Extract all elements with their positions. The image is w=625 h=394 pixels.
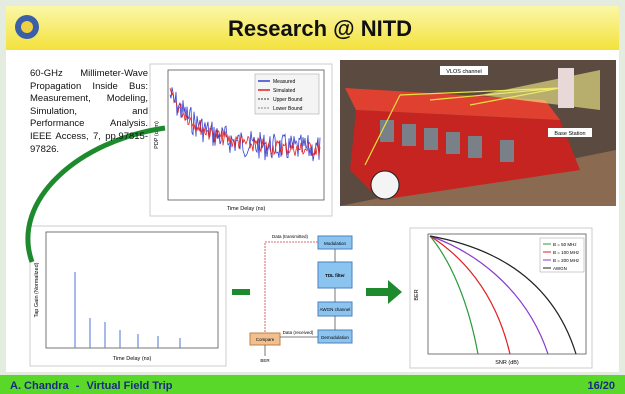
block-label: Demodulation (321, 335, 349, 340)
reference-text: 60-GHz Millimeter-Wave Propagation Insid… (30, 68, 148, 155)
base-station (558, 68, 574, 108)
y-axis-label: Tap Gain (Normalized) (34, 262, 40, 317)
block-label: Modulation (324, 241, 347, 246)
link-arrow (25, 125, 166, 263)
impulse-taps (74, 272, 181, 348)
y-axis-label: PDP (dBm) (154, 121, 160, 149)
legend-label: Upper Bound (273, 97, 303, 103)
slide-title: Research @ NITD (228, 16, 412, 41)
legend-label: B = 100 MHz (553, 250, 580, 255)
legend-label: B = 50 MHz (553, 242, 577, 247)
block-label: TDL filter (325, 273, 345, 278)
legend-label: Lower Bound (273, 106, 303, 112)
bus-roof (345, 88, 560, 120)
callout (548, 128, 592, 137)
pdp-curve (169, 87, 321, 162)
logo-center (21, 21, 33, 33)
footer-left: A. Chandra - Virtual Field Trip (10, 380, 173, 392)
block (317, 261, 353, 289)
legend-label: Simulated (273, 88, 295, 94)
impulse-axes (45, 231, 219, 349)
dash-connector (232, 289, 250, 295)
footer-band (0, 375, 625, 394)
diagram-label: BER (260, 358, 270, 363)
legend-label: AWGN (553, 266, 567, 271)
footer-page: 16/20 (587, 380, 615, 392)
callout (440, 66, 488, 75)
ber-curves (429, 235, 577, 355)
legend-label: Measured (273, 79, 295, 85)
bus-label: Base Station (554, 131, 585, 137)
footer-author: A. Chandra (10, 380, 70, 392)
passenger-icon (370, 170, 400, 200)
right-arrow (366, 280, 402, 304)
pdp-curves (169, 87, 321, 162)
block-label: Compare (256, 337, 275, 342)
footer-separator: - (76, 380, 80, 392)
diagram-label: Data (transmitted) (272, 234, 309, 239)
x-axis-label: SNR (dB) (495, 360, 519, 366)
y-axis-label: BER (414, 289, 420, 300)
x-axis-label: Time Delay (ns) (227, 206, 266, 212)
block-diagram: Modulation TDL filter AWGN channel Demod… (249, 234, 353, 363)
x-axis-label: Time Delay (ns) (113, 356, 152, 362)
footer-event: Virtual Field Trip (86, 380, 172, 392)
block-label: AWGN channel (320, 307, 351, 312)
legend-label: B = 200 MHz (553, 258, 580, 263)
title-band (6, 6, 619, 50)
diagram-label: Data (received) (283, 330, 314, 335)
pdp-curve (169, 87, 321, 157)
seats (380, 120, 514, 162)
bus-label: VLOS channel (446, 69, 481, 75)
